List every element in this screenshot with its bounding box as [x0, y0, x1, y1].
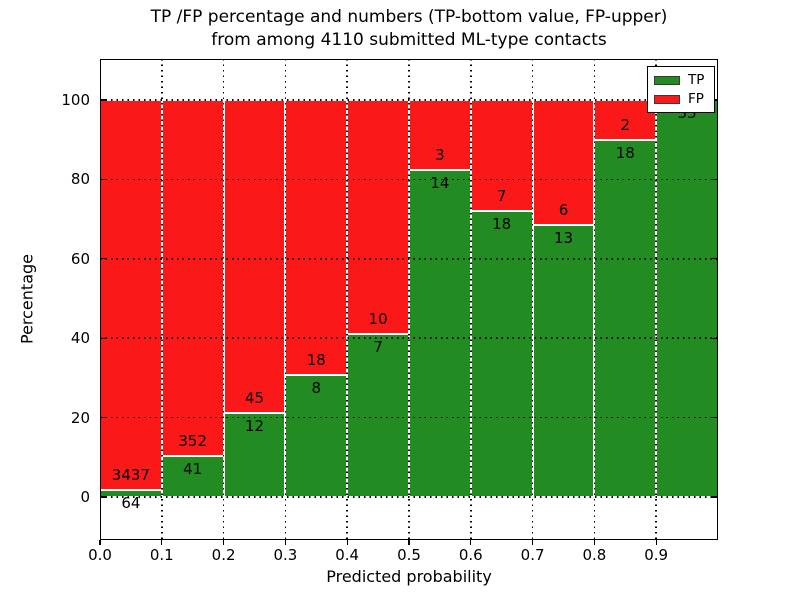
- chart-title: TP /FP percentage and numbers (TP-bottom…: [100, 6, 718, 52]
- x-tick-label: 0.1: [149, 546, 174, 564]
- fp-bar-segment: [285, 100, 348, 375]
- tp-bar-segment: [532, 225, 595, 497]
- v-gridline: [408, 59, 410, 540]
- v-gridline: [346, 59, 348, 540]
- fp-count-label: 2: [620, 115, 631, 134]
- y-axis-label: Percentage: [17, 253, 37, 345]
- x-tick-mark: [346, 540, 348, 545]
- x-tick-mark: [408, 540, 410, 545]
- tp-count-label: 7: [373, 337, 383, 356]
- fp-bar-segment: [347, 100, 409, 334]
- tp-bar-segment: [656, 100, 718, 497]
- tp-bar-segment: [409, 170, 471, 497]
- v-gridline: [531, 59, 534, 540]
- legend-label: FP: [688, 91, 704, 107]
- y-tick-label: 40: [70, 329, 90, 348]
- v-gridline: [161, 59, 163, 540]
- x-tick-label: 0.0: [88, 546, 112, 564]
- x-tick-mark: [655, 540, 657, 545]
- x-tick-mark: [284, 540, 287, 545]
- x-axis-label: Predicted probability: [326, 567, 492, 586]
- fp-count-label: 18: [306, 350, 326, 369]
- x-tick-label: 0.4: [335, 546, 360, 564]
- fp-bar-segment: [100, 100, 162, 490]
- v-gridline: [222, 59, 225, 540]
- y-tick-label: 0: [80, 488, 90, 506]
- y-tick-label: 20: [70, 408, 90, 427]
- chart-title-line2: from among 4110 submitted ML-type contac…: [211, 30, 607, 50]
- tp-count-label: 64: [121, 493, 141, 512]
- fp-bar-segment: [223, 100, 286, 414]
- x-tick-label: 0.7: [520, 546, 545, 564]
- tp-bar-segment: [470, 211, 533, 497]
- legend-item-fp: FP: [648, 92, 714, 106]
- plot-area: 3437 64 352 41 45 12 18 8 10 7 3 14 7 18 6 13 2 18 35 TP FP: [100, 59, 718, 540]
- x-tick-mark: [593, 540, 596, 545]
- tp-bar-segment: [594, 139, 657, 497]
- x-tick-label: 0.5: [397, 546, 421, 564]
- x-tick-label: 0.6: [458, 546, 483, 564]
- x-tick-label: 0.9: [644, 546, 669, 564]
- tp-count-label: 13: [553, 229, 574, 248]
- v-gridline: [284, 59, 287, 540]
- tp-count-label: 18: [615, 143, 635, 162]
- x-tick-mark: [99, 540, 101, 545]
- tp-count-label: 41: [183, 459, 203, 478]
- v-gridline: [470, 59, 472, 540]
- v-gridline: [593, 59, 596, 540]
- tp-count-label: 12: [244, 417, 265, 436]
- tp-legend-swatch: [654, 75, 680, 85]
- y-tick-label: 60: [70, 249, 90, 268]
- x-tick-mark: [531, 540, 534, 545]
- x-tick-mark: [161, 540, 163, 545]
- fp-count-label: 10: [368, 309, 388, 328]
- x-tick-label: 0.2: [211, 546, 236, 564]
- fp-legend-swatch: [654, 94, 680, 104]
- x-tick-mark: [222, 540, 225, 545]
- fp-count-label: 3: [435, 146, 445, 165]
- x-tick-label: 0.8: [582, 546, 607, 564]
- chart-title-line1: TP /FP percentage and numbers (TP-bottom…: [150, 7, 668, 27]
- y-tick-label: 80: [70, 170, 90, 189]
- fp-count-label: 6: [558, 201, 569, 220]
- tp-count-label: 8: [311, 378, 322, 397]
- x-tick-label: 0.3: [273, 546, 298, 564]
- fp-bar-segment: [594, 100, 657, 140]
- fp-count-label: 352: [178, 431, 208, 450]
- y-tick-label: 100: [61, 91, 90, 109]
- fp-count-label: 3437: [111, 465, 150, 484]
- legend: TP FP: [647, 66, 715, 113]
- tp-count-label: 14: [430, 174, 450, 193]
- tp-bar-segment: [347, 333, 409, 497]
- fp-bar-segment: [532, 100, 595, 226]
- fp-count-label: 45: [244, 389, 265, 408]
- legend-item-tp: TP: [648, 73, 714, 87]
- legend-label: TP: [688, 72, 705, 88]
- x-tick-mark: [470, 540, 472, 545]
- fp-count-label: 7: [496, 187, 507, 206]
- tp-count-label: 18: [492, 215, 512, 234]
- v-gridline: [655, 59, 657, 540]
- fp-bar-segment: [161, 100, 224, 456]
